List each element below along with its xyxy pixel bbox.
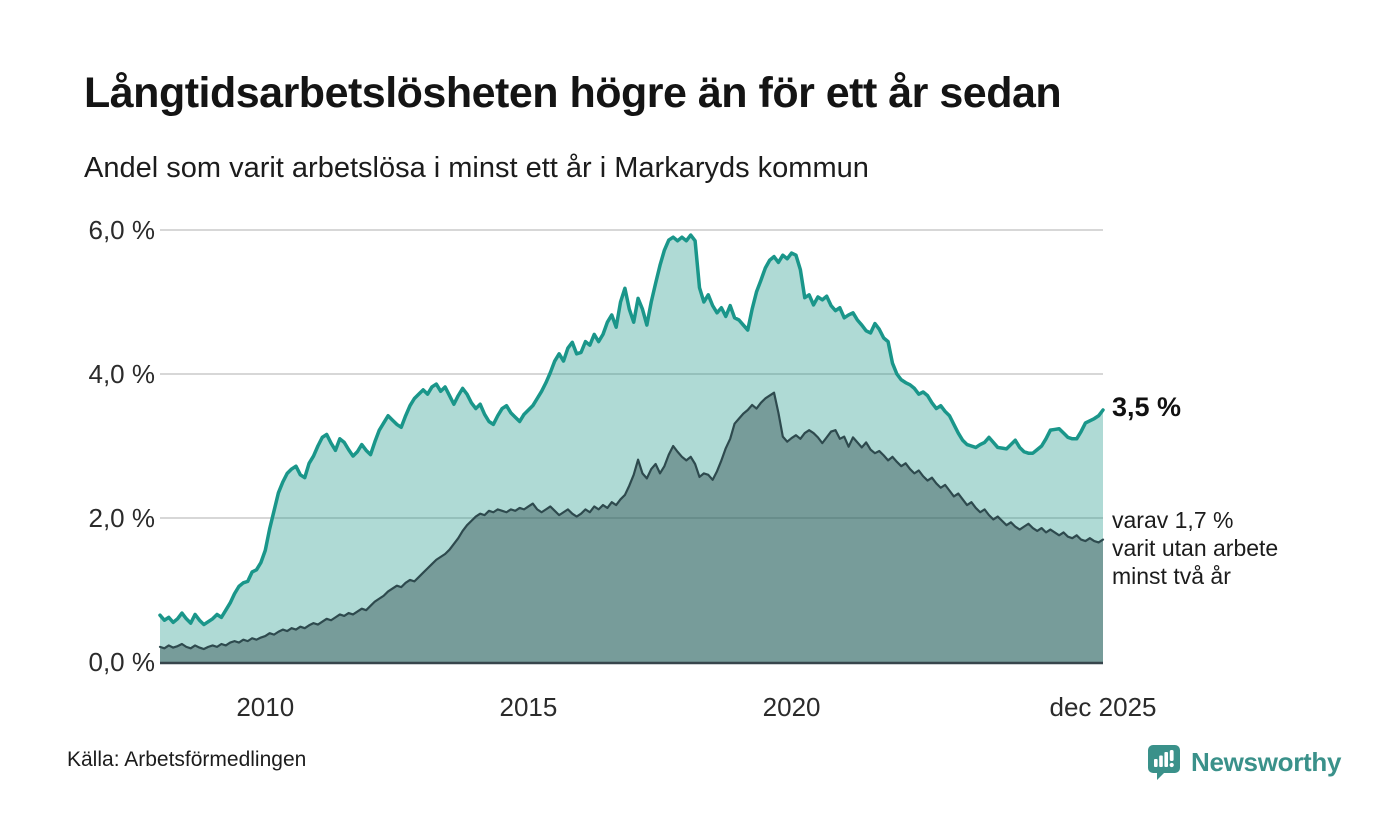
- series-layer: [158, 233, 1105, 663]
- newsworthy-logo-icon: [1148, 745, 1180, 780]
- x-tick-label: 2015: [499, 692, 558, 722]
- y-tick-label: 4,0 %: [88, 359, 156, 389]
- y-tick-label: 6,0 %: [88, 215, 156, 245]
- x-tick-label: 2010: [236, 692, 295, 722]
- area-series-0: [160, 235, 1103, 663]
- chart-subtitle: Andel som varit arbetslösa i minst ett å…: [84, 152, 869, 184]
- newsworthy-logo: Newsworthy: [1146, 742, 1341, 782]
- newsworthy-logo-text: Newsworthy: [1191, 746, 1342, 777]
- y-tick-label: 2,0 %: [88, 503, 156, 533]
- line-series-1: [158, 391, 1105, 651]
- secondary-value-label: varav 1,7 % varit utan arbete minst två …: [1112, 506, 1279, 589]
- area-series-1: [160, 392, 1103, 662]
- x-tick-label: 2020: [762, 692, 821, 722]
- line-series-0: [158, 233, 1105, 627]
- gridlines: [160, 229, 1103, 519]
- source-note: Källa: Arbetsförmedlingen: [67, 748, 307, 771]
- page-title: Långtidsarbetslösheten högre än för ett …: [84, 69, 1062, 117]
- y-tick-label: 0,0 %: [88, 647, 156, 677]
- x-tick-label: dec 2025: [1049, 692, 1157, 722]
- latest-value-label: 3,5 %: [1112, 392, 1182, 422]
